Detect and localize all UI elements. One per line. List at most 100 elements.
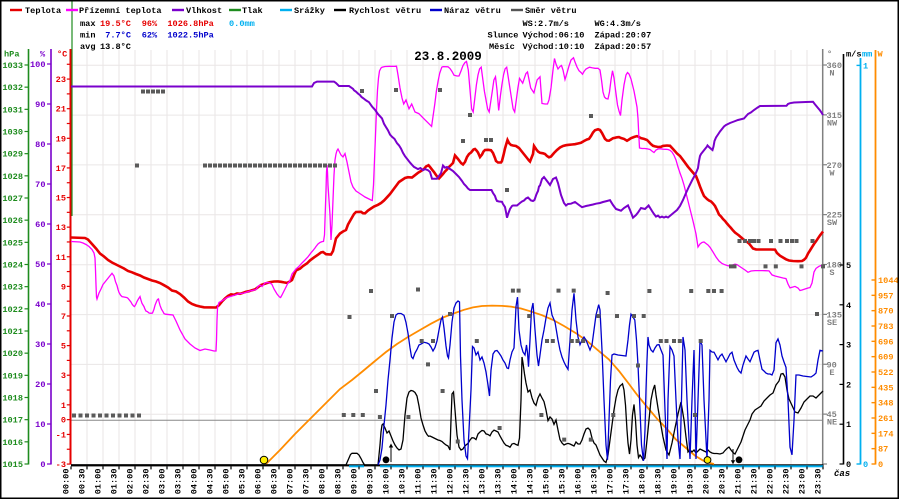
- svg-text:435: 435: [878, 383, 893, 393]
- svg-text:1024: 1024: [2, 260, 23, 270]
- svg-text:17:00: 17:00: [605, 469, 615, 495]
- svg-text:11:00: 11:00: [413, 469, 423, 495]
- svg-text:18:30: 18:30: [653, 469, 663, 495]
- svg-text:22:30: 22:30: [781, 469, 791, 495]
- svg-text:Náraz větru: Náraz větru: [444, 6, 501, 16]
- svg-text:522: 522: [878, 368, 893, 378]
- svg-text:Západ:20:57: Západ:20:57: [595, 42, 652, 52]
- svg-text:1015: 1015: [2, 460, 23, 470]
- svg-text:10: 10: [35, 420, 45, 430]
- svg-text:06:30: 06:30: [269, 469, 279, 495]
- svg-text:1028: 1028: [2, 172, 23, 182]
- svg-text:W: W: [829, 168, 835, 178]
- svg-text:Východ:06:10: Východ:06:10: [523, 31, 585, 41]
- svg-text:23: 23: [56, 75, 66, 85]
- svg-text:11:30: 11:30: [429, 469, 439, 495]
- svg-text:90: 90: [827, 360, 837, 370]
- svg-text:m/s: m/s: [846, 50, 861, 60]
- svg-text:13: 13: [56, 223, 66, 233]
- svg-text:%: %: [40, 50, 46, 60]
- svg-text:02:30: 02:30: [141, 469, 151, 495]
- svg-text:50: 50: [35, 260, 45, 270]
- svg-text:96%: 96%: [142, 19, 158, 29]
- svg-text:00:30: 00:30: [77, 469, 87, 495]
- svg-text:E: E: [829, 368, 834, 378]
- svg-text:1033: 1033: [2, 61, 23, 71]
- svg-text:01:00: 01:00: [93, 469, 103, 495]
- svg-text:225: 225: [827, 211, 842, 221]
- svg-text:1021: 1021: [2, 327, 23, 337]
- svg-text:14:30: 14:30: [525, 469, 535, 495]
- svg-text:22:00: 22:00: [765, 469, 775, 495]
- svg-text:21:30: 21:30: [749, 469, 759, 495]
- svg-text:16:00: 16:00: [573, 469, 583, 495]
- svg-text:23:30: 23:30: [813, 469, 823, 495]
- svg-text:Východ:10:10: Východ:10:10: [523, 42, 585, 52]
- svg-text:10:30: 10:30: [397, 469, 407, 495]
- svg-text:0: 0: [40, 460, 45, 470]
- svg-text:5: 5: [61, 342, 66, 352]
- svg-text:7: 7: [61, 312, 66, 322]
- svg-text:01:30: 01:30: [109, 469, 119, 495]
- svg-text:360: 360: [827, 61, 842, 71]
- svg-text:1029: 1029: [2, 150, 23, 160]
- svg-text:0.0mm: 0.0mm: [229, 19, 255, 29]
- svg-text:Vlhkost: Vlhkost: [186, 6, 222, 16]
- svg-text:1030: 1030: [2, 127, 23, 137]
- svg-text:1022: 1022: [2, 305, 23, 315]
- svg-text:06:00: 06:00: [253, 469, 263, 495]
- svg-text:09:00: 09:00: [349, 469, 359, 495]
- svg-text:10:00: 10:00: [381, 469, 391, 495]
- svg-text:°C: °C: [57, 50, 67, 60]
- svg-text:261: 261: [878, 414, 893, 424]
- svg-text:1018: 1018: [2, 393, 23, 403]
- svg-text:1022.5hPa: 1022.5hPa: [167, 31, 213, 41]
- svg-text:-3: -3: [56, 460, 66, 470]
- svg-text:03:30: 03:30: [173, 469, 183, 495]
- svg-text:3: 3: [61, 371, 66, 381]
- svg-text:15:30: 15:30: [557, 469, 567, 495]
- svg-text:609: 609: [878, 353, 893, 363]
- svg-text:696: 696: [878, 337, 893, 347]
- svg-text:SE: SE: [827, 318, 837, 328]
- svg-text:1023: 1023: [2, 283, 23, 293]
- svg-text:Směr větru: Směr větru: [525, 6, 577, 16]
- svg-text:19:00: 19:00: [669, 469, 679, 495]
- svg-text:100: 100: [30, 60, 45, 70]
- svg-text:19: 19: [56, 134, 66, 144]
- svg-text:Měsíc: Měsíc: [489, 42, 515, 52]
- svg-text:70: 70: [35, 180, 45, 190]
- svg-text:13:30: 13:30: [493, 469, 503, 495]
- svg-text:23:00: 23:00: [797, 469, 807, 495]
- svg-text:9: 9: [61, 282, 66, 292]
- svg-text:45: 45: [827, 410, 837, 420]
- svg-text:mm: mm: [862, 50, 872, 60]
- svg-text:1: 1: [846, 420, 851, 430]
- svg-text:87: 87: [878, 445, 888, 455]
- svg-text:40: 40: [35, 300, 45, 310]
- svg-text:1019: 1019: [2, 371, 23, 381]
- svg-text:čas: čas: [834, 469, 850, 479]
- svg-text:0: 0: [878, 460, 883, 470]
- svg-text:04:30: 04:30: [205, 469, 215, 495]
- svg-text:03:00: 03:00: [157, 469, 167, 495]
- svg-text:00:00: 00:00: [61, 469, 71, 495]
- svg-text:Tlak: Tlak: [242, 6, 263, 16]
- svg-text:21: 21: [56, 105, 66, 115]
- svg-text:21:00: 21:00: [733, 469, 743, 495]
- svg-text:N: N: [829, 69, 834, 79]
- svg-text:15: 15: [56, 194, 66, 204]
- svg-text:W: W: [878, 50, 884, 60]
- svg-text:20:30: 20:30: [717, 469, 727, 495]
- svg-text:0: 0: [863, 460, 868, 470]
- svg-text:02:00: 02:00: [125, 469, 135, 495]
- svg-text:SW: SW: [827, 218, 838, 228]
- svg-text:15:00: 15:00: [541, 469, 551, 495]
- svg-text:Slunce: Slunce: [488, 31, 519, 41]
- svg-text:16:30: 16:30: [589, 469, 599, 495]
- svg-text:hPa: hPa: [4, 50, 19, 60]
- svg-text:1025: 1025: [2, 238, 23, 248]
- svg-text:180: 180: [827, 261, 842, 271]
- svg-text:11: 11: [56, 253, 66, 263]
- svg-text:05:00: 05:00: [221, 469, 231, 495]
